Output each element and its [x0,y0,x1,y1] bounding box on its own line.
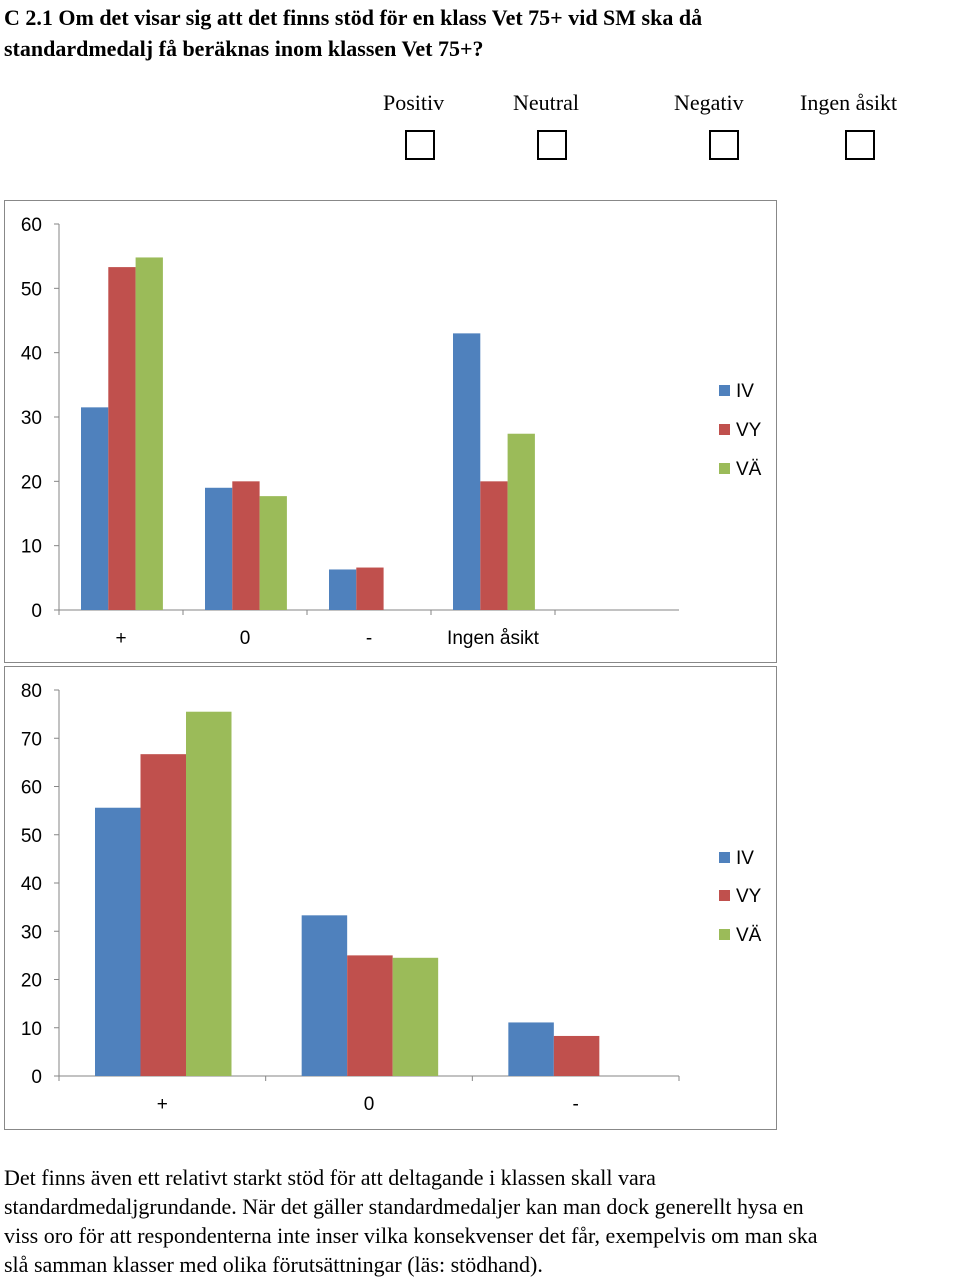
option-ingen-asikt-label: Ingen åsikt [800,90,898,115]
legend-label-va: VÄ [736,925,762,946]
option-neutral-label: Neutral [513,90,579,115]
legend-label-vy: VY [736,420,762,441]
answer-options: Positiv Neutral Negativ Ingen åsikt [0,88,960,168]
y-tick-label: 20 [21,472,42,493]
chart-1-legend-iv: IV [719,381,754,403]
legend-swatch-va [719,463,730,474]
legend-label-vy: VY [736,886,762,907]
bar-va-0 [135,257,163,610]
option-negativ-label: Negativ [674,90,744,115]
bar-iv-1 [205,487,233,610]
bar-vy-0 [140,754,186,1076]
y-tick-label: 30 [21,408,42,429]
y-tick-label: 70 [21,729,42,750]
bar-vy-3 [480,481,508,610]
chart-2: 0 10 20 30 40 50 60 70 80 +0 - IV VY VÄ [4,666,777,1130]
bar-vy-0 [108,267,136,610]
chart-1-legend-vy: VY [719,420,761,442]
y-tick-label: 40 [21,344,42,365]
bar-iv-1 [301,915,348,1076]
paragraph-line-3: viss oro för att respondenterna inte ins… [4,1223,818,1248]
question-line-1: C 2.1 Om det visar sig att det finns stö… [4,5,703,30]
bar-va-1 [392,957,439,1076]
y-tick-label: 20 [21,971,42,992]
y-tick-label: 60 [21,215,42,236]
y-tick-label: 0 [31,601,42,622]
legend-swatch-vy [719,424,730,435]
y-tick-label: 50 [21,279,42,300]
x-category-label: 0 [364,1094,375,1115]
option-negativ-checkbox[interactable] [709,130,739,160]
x-category-label: Ingen åsikt [447,628,540,649]
chart-2-legend-vy: VY [719,886,761,908]
bar-va-3 [507,433,535,610]
x-category-label: 0 [240,628,251,649]
option-positiv-checkbox[interactable] [405,130,435,160]
chart-2-legend-iv: IV [719,848,754,870]
y-tick-label: 10 [21,1019,42,1040]
chart-1-plot: 0 10 20 30 40 50 60 + 0 - Ingen åsikt [21,215,679,649]
x-category-label: + [157,1094,168,1115]
bar-vy-1 [232,481,260,610]
legend-swatch-va [719,929,730,940]
bar-va-1 [259,496,287,610]
paragraph-line-1: Det finns även ett relativt starkt stöd … [4,1165,656,1190]
question-heading: C 2.1 Om det visar sig att det finns stö… [4,2,954,64]
option-neutral-checkbox[interactable] [537,130,567,160]
y-tick-label: 50 [21,826,42,847]
chart-1-legend-va: VÄ [719,459,761,481]
paragraph-line-2: standardmedaljgrundande. När det gäller … [4,1194,804,1219]
bar-vy-2 [356,567,384,610]
chart-2-legend-va: VÄ [719,925,761,947]
x-category-label: - [366,628,372,649]
y-tick-label: 80 [21,681,42,702]
bar-iv-2 [329,569,357,610]
legend-swatch-iv [719,385,730,396]
option-ingen-asikt-checkbox[interactable] [845,130,875,160]
bar-iv-0 [81,407,109,610]
legend-label-iv: IV [736,848,754,869]
y-tick-label: 30 [21,922,42,943]
chart-1: 0 10 20 30 40 50 60 +0 - Ingen åsikt IV VY VÄ [4,200,777,663]
legend-swatch-iv [719,852,730,863]
y-tick-label: 0 [31,1067,42,1088]
y-tick-label: 40 [21,874,42,895]
y-tick-label: 60 [21,778,42,799]
option-positiv-label: Positiv [383,90,445,115]
legend-swatch-vy [719,890,730,901]
bar-va-0 [186,711,232,1076]
bar-vy-2 [553,1035,600,1076]
x-category-label: + [115,628,126,649]
bar-iv-2 [508,1022,554,1076]
bar-vy-1 [347,955,393,1076]
bar-iv-3 [453,333,481,610]
paragraph-line-4: slå samman klasser med olika förutsättni… [4,1252,543,1277]
legend-label-va: VÄ [736,459,762,480]
bar-iv-0 [95,807,141,1076]
legend-label-iv: IV [736,381,754,402]
y-tick-label: 10 [21,537,42,558]
chart-2-plot: 0 10 20 30 40 50 60 70 80 + 0 - [21,681,680,1115]
question-line-2: standardmedalj få beräknas inom klassen … [4,36,484,61]
commentary-paragraph: Det finns även ett relativt starkt stöd … [4,1163,959,1279]
x-category-label: - [573,1094,579,1115]
